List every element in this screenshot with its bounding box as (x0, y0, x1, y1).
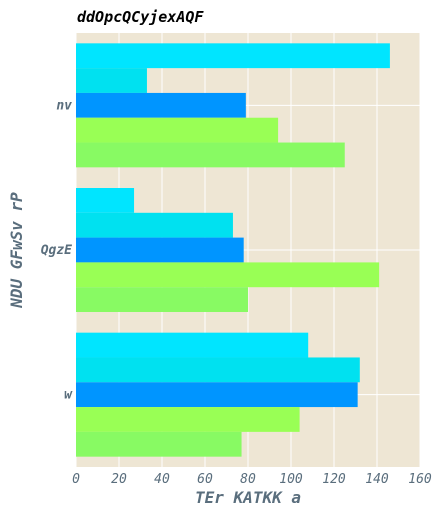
bar-w-4 (76, 431, 242, 457)
x-tick-label: 160 (408, 472, 432, 487)
bar-nv-4 (76, 142, 345, 168)
x-tick-label: 80 (240, 472, 256, 487)
bar-QgzE-4 (76, 287, 248, 312)
x-tick-label: 120 (322, 472, 346, 487)
bar-w-3 (76, 407, 300, 432)
x-tick-label: 40 (154, 472, 170, 487)
bar-nv-3 (76, 117, 279, 143)
bar-w-0 (76, 332, 309, 358)
x-tick-label: 0 (72, 472, 80, 487)
bar-nv-0 (76, 43, 390, 69)
bar-nv-2 (76, 92, 246, 118)
y-tick-label: nv (56, 98, 72, 113)
bar-nv-1 (76, 68, 147, 93)
bar-w-2 (76, 382, 358, 408)
bar-w-1 (76, 357, 360, 383)
bar-QgzE-0 (76, 188, 135, 213)
x-tick-label: 20 (111, 472, 127, 487)
y-axis-title: NDU GFwSv rP (7, 192, 26, 309)
x-tick-label: 100 (279, 472, 303, 487)
bar-QgzE-1 (76, 212, 233, 238)
chart-title: ddOpcQCyjexAQF (77, 8, 204, 26)
x-axis-title: TEr KATKK a (195, 488, 301, 507)
bar-QgzE-2 (76, 237, 244, 263)
bar-QgzE-3 (76, 262, 380, 288)
y-tick-label: w (64, 388, 73, 403)
x-tick-label: 60 (197, 472, 213, 487)
y-tick-label: QgzE (41, 243, 72, 258)
x-tick-label: 140 (365, 472, 389, 487)
